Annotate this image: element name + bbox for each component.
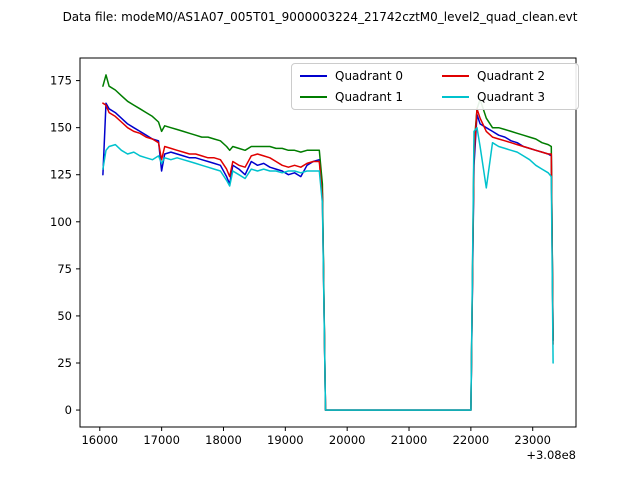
x-tick-label: 20000 — [329, 433, 366, 447]
y-tick-label: 175 — [50, 74, 72, 88]
x-tick-label: 19000 — [267, 433, 304, 447]
legend-label: Quadrant 3 — [477, 90, 546, 104]
legend-item-quadrant-1: Quadrant 1 — [300, 90, 428, 104]
legend-item-quadrant-0: Quadrant 0 — [300, 69, 428, 83]
series-line-quadrant-1 — [102, 74, 554, 411]
x-tick-label: 18000 — [205, 433, 242, 447]
y-tick-label: 25 — [57, 356, 72, 370]
x-tick-label: 21000 — [391, 433, 428, 447]
x-tick-label: 17000 — [143, 433, 180, 447]
x-tick-label: 22000 — [453, 433, 490, 447]
series-line-quadrant-3 — [102, 126, 554, 411]
quadrant-0-line-swatch — [300, 75, 327, 77]
y-tick-label: 150 — [50, 121, 72, 135]
y-tick-label: 75 — [57, 262, 72, 276]
legend-label: Quadrant 1 — [335, 90, 404, 104]
legend-item-quadrant-3: Quadrant 3 — [442, 90, 570, 104]
y-tick-label: 50 — [57, 309, 72, 323]
quadrant-2-line-swatch — [442, 75, 469, 77]
y-tick-label: 100 — [50, 215, 72, 229]
quadrant-3-line-swatch — [442, 96, 469, 98]
x-axis-offset-label: +3.08e8 — [526, 448, 576, 462]
x-tick-label: 16000 — [81, 433, 118, 447]
legend-label: Quadrant 2 — [477, 69, 546, 83]
series-line-quadrant-2 — [102, 102, 554, 411]
legend-item-quadrant-2: Quadrant 2 — [442, 69, 570, 83]
quadrant-1-line-swatch — [300, 96, 327, 98]
legend-label: Quadrant 0 — [335, 69, 404, 83]
axes-frame — [79, 57, 577, 428]
chart-title: Data file: modeM0/AS1A07_005T01_90000032… — [62, 10, 578, 24]
y-tick-label: 0 — [65, 403, 72, 417]
series-line-quadrant-0 — [102, 102, 554, 411]
legend: Quadrant 0 Quadrant 2 Quadrant 1 Quadran… — [291, 63, 579, 110]
x-tick-label: 23000 — [514, 433, 551, 447]
y-tick-label: 125 — [50, 168, 72, 182]
